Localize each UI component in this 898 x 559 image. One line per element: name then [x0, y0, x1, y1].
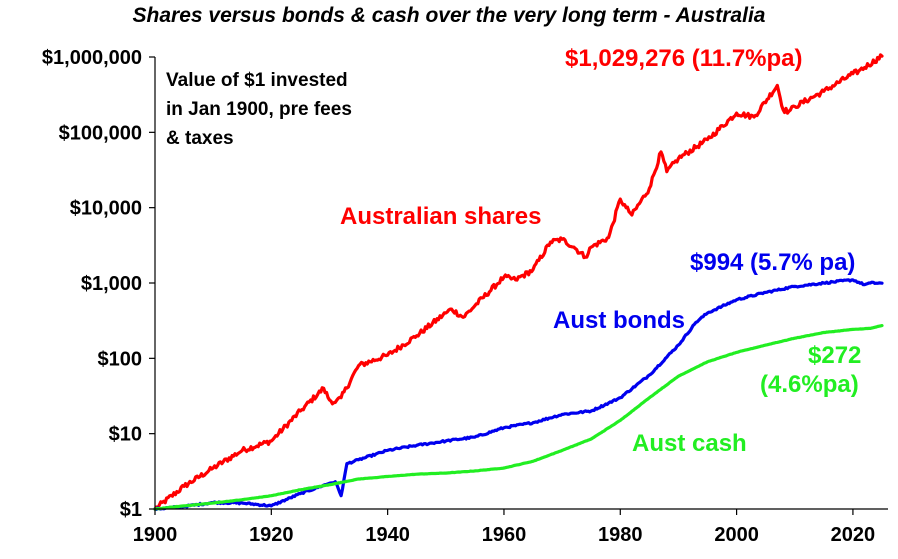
series-line-australian-shares [153, 53, 884, 511]
shares-end-value-label: $1,029,276 (11.7%pa) [565, 45, 803, 72]
y-tick-label: $10,000 [70, 198, 142, 220]
y-tick-label: $10 [109, 424, 142, 446]
cash-end-rate-label: (4.6%pa) [760, 371, 859, 398]
plot-area [153, 53, 884, 511]
bonds-end-value-label: $994 (5.7% pa) [690, 249, 856, 276]
series-line-aust-cash [153, 324, 884, 511]
note-line-1: Value of $1 invested [166, 70, 348, 91]
note-line-2: in Jan 1900, pre fees [166, 99, 352, 120]
y-tick-label: $1,000 [81, 273, 142, 295]
y-tick-label: $1,000,000 [42, 47, 142, 69]
x-tick-label: 2020 [831, 524, 876, 546]
shares-series-label: Australian shares [340, 203, 542, 230]
axes: $1 $10 $100 $1,000 $10,000 $100,000 $1,000,000… [42, 47, 888, 546]
y-tick-label: $1 [120, 499, 142, 521]
cash-series-label: Aust cash [632, 430, 747, 457]
note-line-3: & taxes [166, 128, 234, 149]
y-tick-label: $100 [98, 348, 143, 370]
annotation-note: Value of $1 invested in Jan 1900, pre fe… [166, 66, 352, 153]
x-tick-label: 1920 [249, 524, 294, 546]
series-line-aust-bonds [153, 278, 884, 511]
x-tick-label: 1940 [365, 524, 410, 546]
x-tick-label: 1960 [482, 524, 527, 546]
bonds-series-label: Aust bonds [553, 307, 685, 334]
x-tick-label: 1900 [133, 524, 178, 546]
x-tick-label: 1980 [598, 524, 643, 546]
cash-end-value-label: $272 [808, 342, 862, 369]
y-tick-label: $100,000 [59, 122, 142, 144]
x-tick-label: 2000 [714, 524, 759, 546]
chart-title: Shares versus bonds & cash over the very… [132, 4, 766, 27]
